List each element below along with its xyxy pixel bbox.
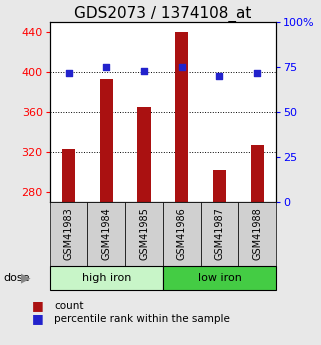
Point	[179, 65, 184, 70]
Point	[217, 73, 222, 79]
Point	[66, 70, 71, 76]
Text: high iron: high iron	[82, 273, 131, 283]
Text: low iron: low iron	[197, 273, 241, 283]
Point	[142, 68, 147, 73]
Title: GDS2073 / 1374108_at: GDS2073 / 1374108_at	[74, 6, 252, 22]
Bar	[175, 32, 188, 202]
Point	[255, 70, 260, 76]
Text: ■: ■	[32, 312, 44, 325]
Bar	[100, 79, 113, 202]
Text: dose: dose	[3, 273, 30, 283]
Text: GSM41984: GSM41984	[101, 207, 111, 260]
Text: GSM41988: GSM41988	[252, 207, 262, 260]
Bar	[62, 149, 75, 202]
Text: ▶: ▶	[21, 272, 30, 285]
Text: GSM41983: GSM41983	[64, 207, 74, 260]
Text: GSM41987: GSM41987	[214, 207, 224, 260]
Bar	[213, 170, 226, 202]
Bar	[251, 145, 264, 202]
Bar	[137, 107, 151, 202]
Point	[104, 65, 109, 70]
Text: ■: ■	[32, 299, 44, 313]
Text: GSM41986: GSM41986	[177, 207, 187, 260]
Text: percentile rank within the sample: percentile rank within the sample	[54, 314, 230, 324]
Text: count: count	[54, 301, 83, 311]
Text: GSM41985: GSM41985	[139, 207, 149, 260]
